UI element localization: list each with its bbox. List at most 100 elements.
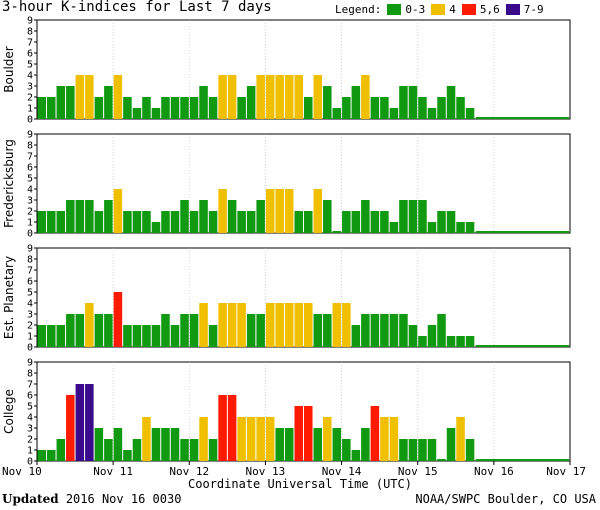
y-tick-label: 1 [27, 446, 33, 457]
y-tick-label: 9 [27, 244, 33, 255]
legend-text-0-3: 0-3 [405, 3, 426, 16]
k-bar-fredericksburg [351, 211, 361, 233]
k-bar-boulder [170, 97, 180, 119]
k-bar-fredericksburg [408, 200, 418, 233]
k-bar-est-planetary [66, 314, 75, 347]
y-tick-label: 7 [27, 266, 33, 277]
k-bar-boulder [56, 86, 66, 119]
y-tick-label: 4 [27, 413, 33, 424]
panel-title-boulder: Boulder [2, 46, 16, 93]
y-tick-label: 3 [27, 424, 33, 435]
k-bar-college [284, 428, 294, 461]
k-bar-boulder [399, 86, 408, 119]
k-bar-fredericksburg [275, 189, 284, 233]
y-tick-label: 4 [27, 299, 33, 310]
k-bar-fredericksburg [37, 211, 47, 233]
k-bar-college [37, 450, 47, 461]
panel-frame-est-planetary [36, 247, 571, 348]
k-bar-college [456, 417, 465, 461]
k-bar-college [227, 395, 237, 461]
k-bar-fredericksburg [113, 189, 123, 233]
k-bar-boulder [237, 97, 246, 119]
k-bar-boulder [284, 75, 294, 119]
k-bar-est-planetary [465, 336, 475, 347]
k-bar-boulder [104, 86, 113, 119]
panel-frame-fredericksburg [36, 133, 571, 234]
k-bar-college [265, 417, 275, 461]
y-tick-label: 5 [27, 288, 33, 299]
k-bar-fredericksburg [323, 200, 332, 233]
k-bar-college [113, 428, 123, 461]
k-bar-college [361, 428, 370, 461]
y-tick-label: 7 [27, 380, 33, 391]
legend-text-5-6: 5,6 [479, 3, 500, 16]
y-tick-label: 3 [27, 82, 33, 93]
k-bar-college [189, 439, 199, 461]
k-bar-boulder [142, 97, 151, 119]
k-bar-college [380, 417, 389, 461]
y-tick-label: 0 [27, 115, 33, 126]
legend-text-7-9: 7-9 [523, 3, 544, 16]
y-tick-label: 6 [27, 277, 33, 288]
k-bar-college [56, 439, 66, 461]
updated-timestamp: Updated 2016 Nov 16 0030 [2, 492, 181, 506]
k-bar-est-planetary [427, 325, 437, 347]
k-bar-fredericksburg [151, 222, 161, 233]
k-bar-est-planetary [142, 325, 151, 347]
k-bar-college [85, 384, 94, 461]
k-bar-fredericksburg [199, 200, 208, 233]
k-bar-est-planetary [294, 303, 303, 347]
k-bar-est-planetary [284, 303, 294, 347]
y-tick-label: 9 [27, 130, 33, 141]
x-tick-label: Nov 17 [546, 465, 586, 478]
k-bar-fredericksburg [47, 211, 56, 233]
k-bar-est-planetary [399, 314, 408, 347]
legend-swatch-yellow [431, 4, 446, 15]
k-bar-est-planetary [94, 314, 104, 347]
legend-item-0-3: 0-3 [387, 3, 425, 16]
k-bar-fredericksburg [446, 211, 456, 233]
k-bar-fredericksburg [342, 211, 351, 233]
legend-text-4: 4 [449, 3, 456, 16]
k-bar-est-planetary [237, 303, 246, 347]
k-bar-college [399, 439, 408, 461]
k-bar-boulder [227, 75, 237, 119]
x-tick-label: Nov 14 [322, 465, 362, 478]
k-bar-college [170, 428, 180, 461]
k-bar-college [246, 417, 256, 461]
k-bar-college [304, 406, 313, 461]
k-bar-est-planetary [304, 303, 313, 347]
k-bar-est-planetary [256, 314, 265, 347]
k-bar-est-planetary [313, 314, 323, 347]
y-tick-label: 3 [27, 196, 33, 207]
k-bar-est-planetary [456, 336, 465, 347]
panel-title-college: College [2, 389, 16, 434]
k-bar-college [323, 417, 332, 461]
k-bar-college [437, 459, 446, 461]
k-bar-est-planetary [389, 314, 399, 347]
y-tick-label: 2 [27, 93, 33, 104]
k-bar-boulder [351, 86, 361, 119]
k-bar-est-planetary [227, 303, 237, 347]
k-bar-est-planetary [351, 325, 361, 347]
k-bar-boulder [113, 75, 123, 119]
k-bar-est-planetary [342, 303, 351, 347]
k-bar-est-planetary [75, 314, 85, 347]
panel-title-est-planetary: Est. Planetary [2, 256, 16, 339]
k-bar-college [332, 428, 342, 461]
k-bar-est-planetary [446, 336, 456, 347]
y-tick-label: 8 [27, 27, 33, 38]
k-bar-college [418, 439, 427, 461]
k-bar-boulder [208, 97, 218, 119]
k-bar-boulder [408, 86, 418, 119]
y-tick-label: 2 [27, 435, 33, 446]
k-bar-college [199, 417, 208, 461]
k-bar-college [132, 439, 142, 461]
k-bar-fredericksburg [94, 211, 104, 233]
k-bar-est-planetary [132, 325, 142, 347]
y-tick-label: 0 [27, 457, 33, 468]
k-bar-boulder [246, 86, 256, 119]
k-bar-est-planetary [380, 314, 389, 347]
y-tick-label: 6 [27, 391, 33, 402]
k-bar-fredericksburg [456, 222, 465, 233]
